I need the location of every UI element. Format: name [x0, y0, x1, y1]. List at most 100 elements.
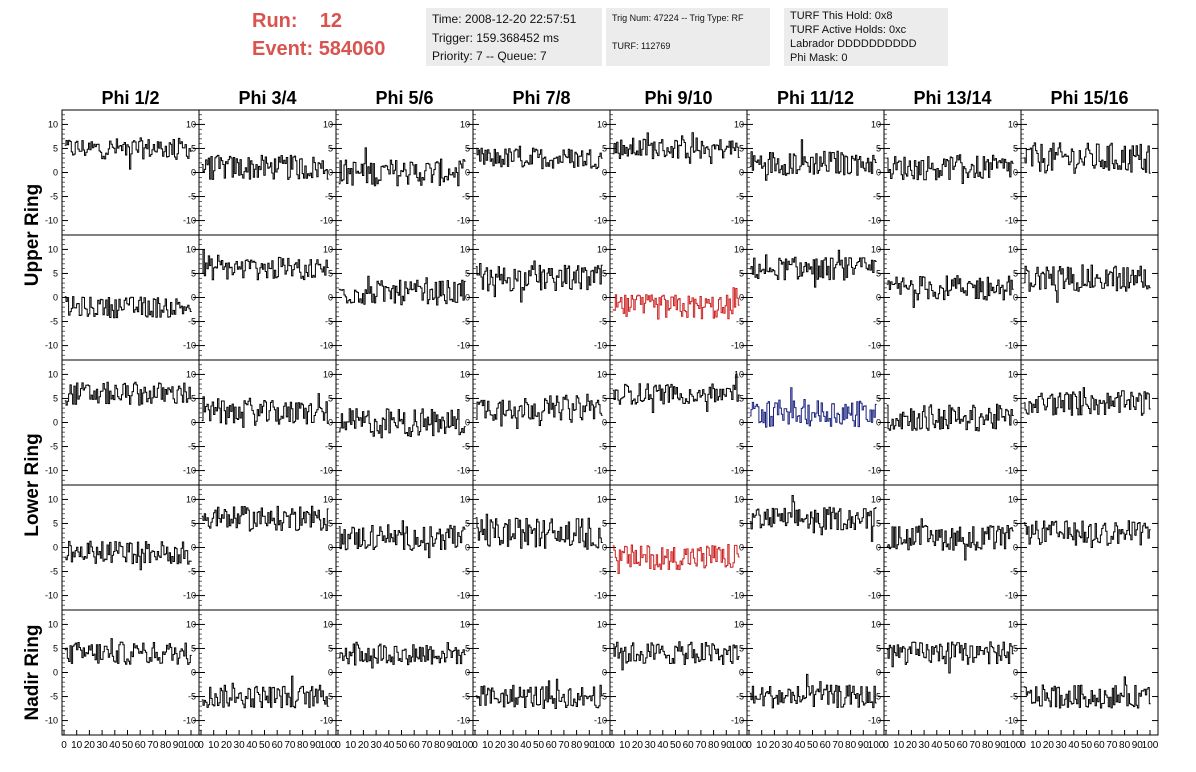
waveform-line — [338, 408, 466, 439]
turf-info-box: TURF This Hold: 0x8 TURF Active Holds: 0… — [784, 8, 948, 66]
panel-frame — [883, 359, 1022, 486]
y-tick-label: 10 — [734, 244, 744, 254]
panel-frame — [198, 234, 337, 361]
x-tick-label: 20 — [769, 740, 781, 751]
panel-frame — [472, 484, 611, 611]
waveform-line — [475, 393, 603, 429]
y-tick-label: 5 — [1013, 643, 1018, 653]
y-tick-label: 10 — [460, 619, 470, 629]
y-tick-label: -5 — [736, 192, 744, 202]
turf-text: TURF: 112769 — [612, 41, 671, 51]
x-tick-label: 40 — [109, 740, 121, 751]
waveform-line — [338, 147, 466, 187]
waveform-line — [64, 137, 192, 170]
y-tick-label: 5 — [876, 143, 881, 153]
x-tick-label: 80 — [297, 740, 309, 751]
y-tick-label: -5 — [50, 442, 58, 452]
y-tick-label: 0 — [739, 668, 744, 678]
y-tick-label: 0 — [739, 418, 744, 428]
waveform-line — [64, 638, 192, 665]
y-tick-label: -5 — [462, 692, 470, 702]
y-tick-label: 10 — [48, 119, 58, 129]
y-tick-label: -5 — [736, 692, 744, 702]
x-tick-label: 80 — [982, 740, 994, 751]
x-tick-label: 40 — [931, 740, 943, 751]
y-tick-label: 0 — [328, 168, 333, 178]
y-tick-label: -5 — [1010, 692, 1018, 702]
y-tick-label: 10 — [48, 494, 58, 504]
waveform-line — [475, 678, 603, 709]
y-tick-label: 10 — [597, 619, 607, 629]
y-tick-label: -5 — [325, 692, 333, 702]
y-tick-label: 5 — [328, 268, 333, 278]
panel-frame — [1020, 609, 1159, 736]
run-line: Run: 12 — [252, 10, 342, 33]
panel-frame — [883, 609, 1022, 736]
y-tick-label: 5 — [876, 643, 881, 653]
y-tick-label: -5 — [1010, 192, 1018, 202]
column-header: Phi 11/12 — [777, 88, 854, 108]
x-tick-label: 80 — [1119, 740, 1131, 751]
column-header: Phi 3/4 — [238, 88, 296, 108]
y-tick-label: 10 — [323, 369, 333, 379]
x-tick-label: 20 — [1043, 740, 1055, 751]
y-tick-label: 5 — [876, 268, 881, 278]
turf-this-hold-text: TURF This Hold: 0x8 — [790, 10, 893, 22]
y-tick-label: 10 — [871, 244, 881, 254]
y-tick-label: 5 — [1013, 143, 1018, 153]
waveform-line — [886, 641, 1014, 674]
y-tick-label: -10 — [868, 466, 881, 476]
y-tick-label: -10 — [868, 716, 881, 726]
y-tick-label: 5 — [465, 518, 470, 528]
y-tick-label: 5 — [602, 643, 607, 653]
waveform-line — [201, 154, 329, 180]
y-tick-label: 5 — [465, 393, 470, 403]
panel-frame — [746, 609, 885, 736]
waveform-line — [201, 393, 329, 428]
waveform-line — [886, 518, 1014, 561]
y-tick-label: 0 — [53, 168, 58, 178]
panel-frame — [883, 109, 1022, 236]
x-tick-label: 40 — [794, 740, 806, 751]
x-tick-label: 100 — [320, 740, 337, 751]
x-tick-label: 80 — [845, 740, 857, 751]
y-tick-label: -10 — [868, 591, 881, 601]
y-tick-label: 10 — [186, 244, 196, 254]
x-tick-label: 10 — [345, 740, 357, 751]
y-tick-label: 0 — [191, 418, 196, 428]
y-tick-label: 5 — [191, 643, 196, 653]
x-tick-label: 90 — [447, 740, 459, 751]
x-tick-label: 0 — [746, 740, 752, 751]
panel-frame — [198, 359, 337, 486]
ring-label: Lower Ring — [22, 433, 43, 536]
x-tick-label: 90 — [721, 740, 733, 751]
waveform-line — [64, 296, 192, 319]
y-tick-label: 5 — [465, 268, 470, 278]
waveform-line — [475, 145, 603, 170]
y-tick-label: 10 — [734, 119, 744, 129]
y-tick-label: 10 — [734, 494, 744, 504]
y-tick-label: -10 — [594, 716, 607, 726]
y-tick-label: -5 — [873, 567, 881, 577]
x-tick-label: 30 — [234, 740, 246, 751]
x-tick-label: 20 — [495, 740, 507, 751]
panel-frame — [472, 609, 611, 736]
y-tick-label: -5 — [325, 192, 333, 202]
y-tick-label: 10 — [186, 119, 196, 129]
y-tick-label: -5 — [188, 192, 196, 202]
waveform-line — [612, 641, 740, 671]
panel-frame — [1020, 484, 1159, 611]
panel-frame — [609, 359, 748, 486]
run-label: Run: — [252, 10, 298, 32]
labrador-text: Labrador DDDDDDDDDD — [790, 38, 917, 50]
phi-mask-text: Phi Mask: 0 — [790, 52, 848, 64]
panel-frame — [609, 484, 748, 611]
y-tick-label: 5 — [739, 143, 744, 153]
waveform-line — [1023, 676, 1151, 709]
x-tick-label: 30 — [1056, 740, 1068, 751]
y-tick-label: 0 — [1013, 668, 1018, 678]
x-tick-label: 20 — [906, 740, 918, 751]
y-tick-label: -5 — [188, 442, 196, 452]
y-tick-label: 10 — [1008, 369, 1018, 379]
y-tick-label: 0 — [739, 168, 744, 178]
